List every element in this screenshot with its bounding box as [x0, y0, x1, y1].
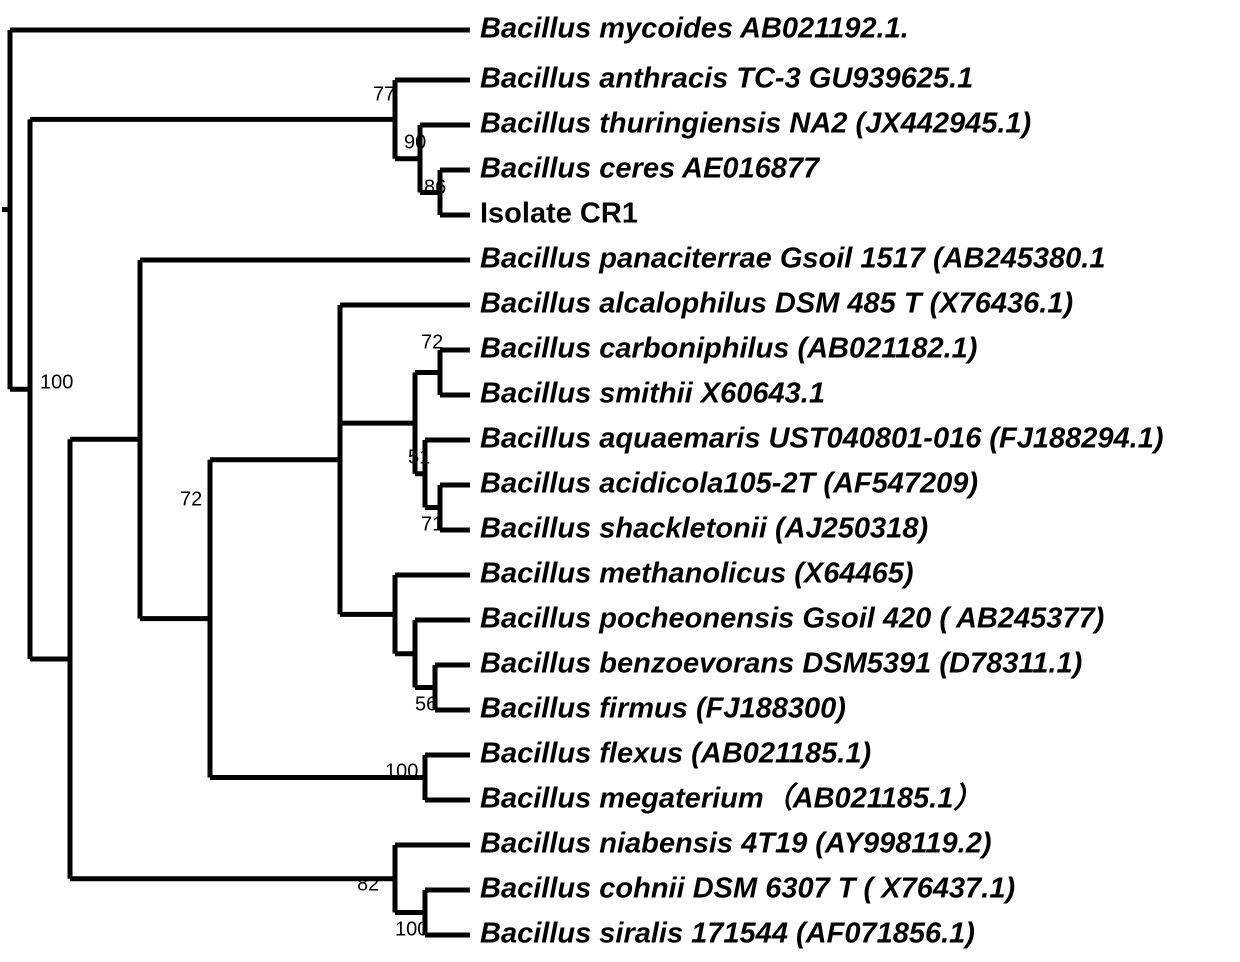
bootstrap-value: 51 — [408, 446, 430, 468]
leaf-label: Bacillus panaciterrae Gsoil 1517 (AB2453… — [480, 243, 1105, 275]
leaf-label: Bacillus mycoides AB021192.1. — [480, 13, 909, 45]
bootstrap-value: 77 — [373, 83, 395, 105]
leaf-label: Bacillus carboniphilus (AB021182.1) — [480, 333, 977, 365]
leaf-label: Bacillus cohnii DSM 6307 T ( X76437.1) — [480, 873, 1015, 905]
bootstrap-value: 71 — [421, 513, 443, 535]
bootstrap-value: 72 — [421, 331, 443, 353]
leaf-label: Bacillus alcalophilus DSM 485 T (X76436.… — [480, 288, 1073, 320]
leaf-label: Bacillus flexus (AB021185.1) — [480, 738, 871, 770]
bootstrap-value: 56 — [415, 693, 437, 715]
bootstrap-value: 100 — [40, 371, 73, 393]
leaf-label: Isolate CR1 — [480, 198, 638, 230]
leaf-label: Bacillus thuringiensis NA2 (JX442945.1) — [480, 108, 1031, 140]
leaf-label: Bacillus aquaemaris UST040801-016 (FJ188… — [480, 423, 1164, 455]
leaf-label: Bacillus anthracis TC-3 GU939625.1 — [480, 63, 973, 95]
bootstrap-value: 100 — [385, 760, 418, 782]
leaf-label: Bacillus smithii X60643.1 — [480, 378, 825, 410]
bootstrap-value: 82 — [357, 873, 379, 895]
leaf-label: Bacillus benzoevorans DSM5391 (D78311.1) — [480, 648, 1082, 680]
leaf-label: Bacillus niabensis 4T19 (AY998119.2) — [480, 828, 992, 860]
leaf-label: Bacillus shackletonii (AJ250318) — [480, 513, 928, 545]
leaf-label: Bacillus methanolicus (X64465) — [480, 558, 914, 590]
leaf-label: Bacillus firmus (FJ188300) — [480, 693, 846, 725]
bootstrap-value: 86 — [424, 176, 446, 198]
phylo-tree: Bacillus mycoides AB021192.1. Bacillus an… — [0, 0, 1240, 962]
leaf-label: Bacillus acidicola105-2T (AF547209) — [480, 468, 978, 500]
bootstrap-value: 100 — [395, 918, 428, 940]
bootstrap-value: 72 — [180, 488, 202, 510]
leaf-label: Bacillus ceres AE016877 — [480, 153, 821, 185]
leaf-label: Bacillus siralis 171544 (AF071856.1) — [480, 918, 975, 950]
leaf-label: Bacillus pocheonensis Gsoil 420 ( AB2453… — [480, 603, 1104, 635]
leaf-label: Bacillus megaterium（AB021185.1） — [480, 782, 982, 815]
bootstrap-value: 90 — [404, 131, 426, 153]
